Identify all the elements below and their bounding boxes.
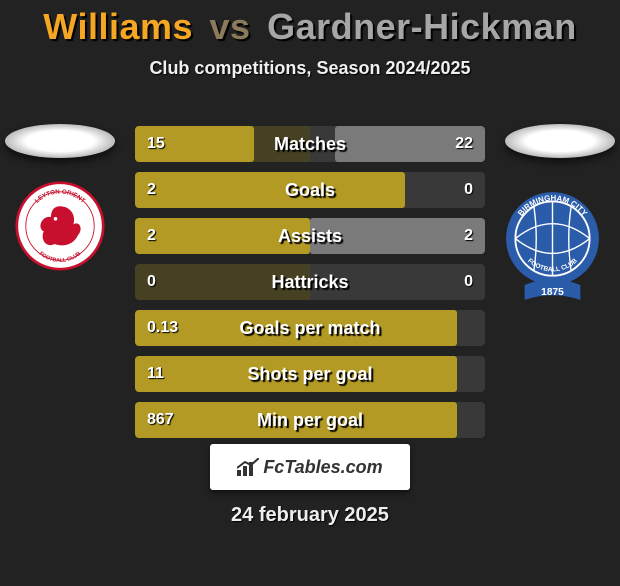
chart-icon <box>237 458 259 476</box>
stat-left-value: 0 <box>135 264 168 300</box>
watermark-text: FcTables.com <box>263 457 382 478</box>
stat-left-value: 867 <box>135 402 186 438</box>
stat-left-value: 11 <box>135 356 176 392</box>
stat-row: 867Min per goal <box>135 402 485 438</box>
stat-row: 22Assists <box>135 218 485 254</box>
player1-name: Williams <box>43 6 193 47</box>
club-crest-left: LEYTON ORIENT FOOTBALL CLUB <box>15 181 105 271</box>
stat-row: 20Goals <box>135 172 485 208</box>
comparison-title: Williams vs Gardner-Hickman <box>0 6 620 48</box>
stat-row: 00Hattricks <box>135 264 485 300</box>
stat-right-value: 22 <box>443 126 485 162</box>
stat-left-value: 2 <box>135 218 168 254</box>
date-text: 24 february 2025 <box>0 504 620 527</box>
svg-text:1875: 1875 <box>541 287 564 298</box>
stat-row: 1522Matches <box>135 126 485 162</box>
stat-row: 11Shots per goal <box>135 356 485 392</box>
watermark: FcTables.com <box>210 444 410 490</box>
stat-left-value: 15 <box>135 126 177 162</box>
stat-right-value: 2 <box>452 218 485 254</box>
stat-right-value: 0 <box>452 264 485 300</box>
club-crest-right: BIRMINGHAM CITY FOOTBALL CLUB 1875 <box>500 181 605 311</box>
vs-text: vs <box>210 6 251 47</box>
stat-left-value: 2 <box>135 172 168 208</box>
stat-left-value: 0.13 <box>135 310 190 346</box>
stat-right-value: 0 <box>452 172 485 208</box>
player1-photo <box>5 124 115 158</box>
stats-bars: 1522Matches20Goals22Assists00Hattricks0.… <box>135 126 485 448</box>
stat-row: 0.13Goals per match <box>135 310 485 346</box>
subtitle: Club competitions, Season 2024/2025 <box>0 58 620 79</box>
player2-name: Gardner-Hickman <box>267 6 577 47</box>
player2-photo <box>505 124 615 158</box>
watermark-logo: FcTables.com <box>237 457 382 478</box>
